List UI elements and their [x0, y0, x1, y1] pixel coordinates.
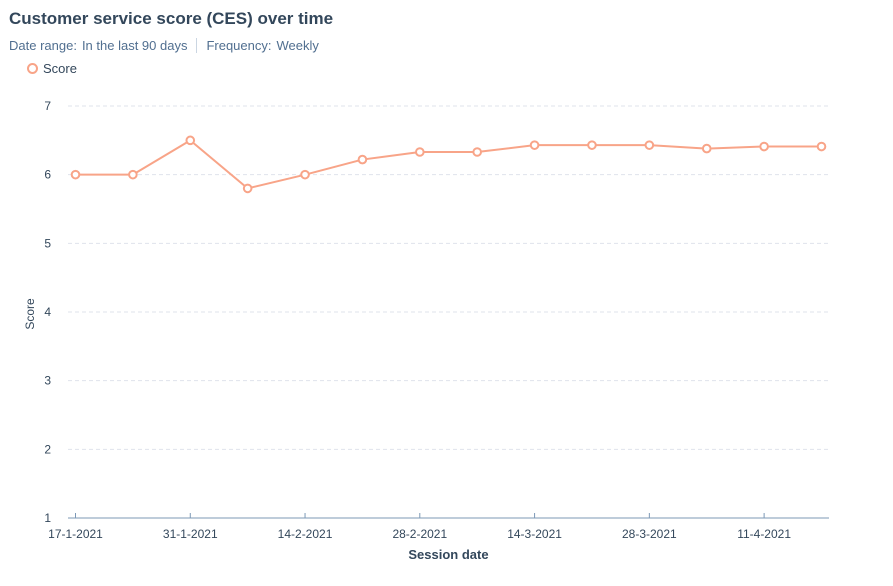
- grid-lines: [68, 105, 829, 450]
- date-range-value[interactable]: In the last 90 days: [81, 38, 188, 53]
- series-line: [75, 139, 822, 190]
- data-point[interactable]: [529, 140, 540, 150]
- data-point[interactable]: [701, 143, 712, 154]
- y-axis-title: Score: [23, 298, 37, 330]
- report-filters: Date range: In the last 90 days Frequenc…: [9, 38, 319, 53]
- y-tick-label: 5: [44, 236, 51, 250]
- frequency-value[interactable]: Weekly: [276, 38, 319, 53]
- x-tick-label: 11-4-2021: [737, 527, 791, 541]
- data-point[interactable]: [242, 183, 253, 194]
- filter-divider: [196, 38, 198, 53]
- legend-label-score: Score: [43, 61, 77, 76]
- data-point[interactable]: [472, 147, 482, 157]
- data-point[interactable]: [300, 169, 310, 180]
- x-tick-label: 31-1-2021: [163, 527, 218, 541]
- data-point[interactable]: [816, 141, 827, 152]
- data-point[interactable]: [587, 140, 597, 150]
- y-tick-label: 7: [44, 99, 51, 113]
- data-point[interactable]: [70, 169, 81, 180]
- series-score: [70, 135, 827, 194]
- x-axis-title: Session date: [408, 547, 488, 562]
- x-tick-label: 28-2-2021: [392, 527, 447, 541]
- y-tick-label: 6: [44, 168, 51, 182]
- data-point[interactable]: [185, 135, 196, 146]
- y-tick-label: 3: [44, 374, 51, 388]
- x-tick-label: 17-1-2021: [48, 527, 103, 541]
- data-point[interactable]: [357, 154, 368, 165]
- x-tick-label: 28-3-2021: [622, 527, 677, 541]
- chart-legend[interactable]: Score: [27, 61, 77, 76]
- y-tick-label: 2: [44, 442, 51, 456]
- axes: 1 2 3 4 5 6 7 17-1-2021 31-1-2021 14-2-2021 28-2-2…: [44, 99, 829, 541]
- chart-title: Customer service score (CES) over time: [9, 9, 334, 28]
- data-point[interactable]: [644, 140, 655, 150]
- date-range-label: Date range:: [9, 38, 77, 53]
- legend-circle-icon: [27, 63, 38, 74]
- data-point[interactable]: [128, 169, 138, 180]
- frequency-label: Frequency:: [206, 38, 272, 53]
- data-point[interactable]: [759, 141, 769, 152]
- y-tick-label: 1: [44, 511, 51, 525]
- y-tick-label: 4: [44, 305, 51, 319]
- data-point[interactable]: [415, 147, 425, 157]
- x-tick-label: 14-3-2021: [507, 527, 562, 541]
- x-tick-label: 14-2-2021: [278, 527, 333, 541]
